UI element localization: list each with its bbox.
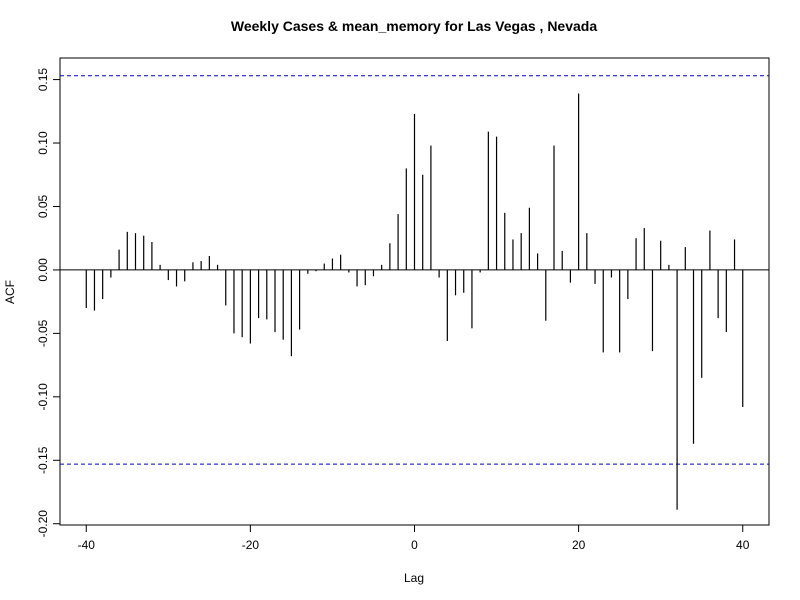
x-tick-label: 0 (411, 538, 418, 552)
x-tick-label: -40 (78, 538, 96, 552)
y-tick-label: 0.15 (36, 68, 50, 92)
x-tick-label: -20 (242, 538, 260, 552)
y-tick-label: -0.15 (36, 446, 50, 474)
y-tick-label: 0.10 (36, 131, 50, 155)
y-tick-label: -0.05 (36, 319, 50, 347)
x-tick-label: 20 (572, 538, 586, 552)
y-axis-label: ACF (3, 280, 17, 304)
y-tick-label: 0.00 (36, 258, 50, 282)
y-tick-label: -0.20 (36, 510, 50, 538)
chart-title: Weekly Cases & mean_memory for Las Vegas… (231, 18, 597, 34)
y-tick-label: -0.10 (36, 383, 50, 411)
x-axis-label: Lag (404, 571, 424, 585)
x-tick-label: 40 (736, 538, 750, 552)
y-tick-label: 0.05 (36, 194, 50, 218)
